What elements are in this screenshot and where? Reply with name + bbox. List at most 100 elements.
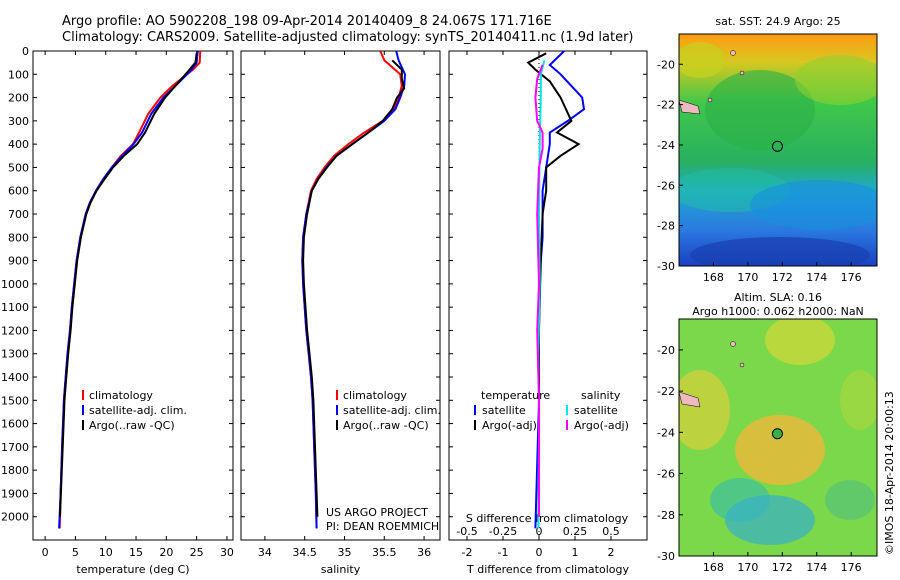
legend-label: Argo(..raw -QC) [89, 419, 175, 432]
sla-axis-ticks: 168 170 172 174 176 -20 -22 -24 -26 -28 -30 [657, 344, 862, 574]
y-tick-label: 400 [8, 138, 29, 151]
argo-location-marker-sla [771, 428, 783, 440]
sla-frame [678, 318, 878, 557]
legend-title: salinity [581, 389, 621, 402]
y-tick-label: -28 [657, 220, 675, 233]
x-tick-label: 5 [72, 546, 79, 559]
x-tick-label: 174 [806, 271, 827, 284]
legend-label: Argo(-adj) [482, 419, 537, 432]
plot-frame [32, 50, 234, 541]
y-tick-label: 1200 [1, 324, 29, 337]
legend-label: satellite [574, 404, 618, 417]
y-tick-label: 2000 [1, 511, 29, 524]
y-tick-label: -26 [657, 179, 675, 192]
x-tick-label: -2 [462, 546, 473, 559]
y-tick-label: 500 [8, 161, 29, 174]
sst-map: 168 170 172 174 176 -20 -22 -24 -26 -28 -30 sat. S… [657, 15, 878, 284]
y-tick-label: 1700 [1, 441, 29, 454]
x-tick-label: 168 [703, 561, 724, 574]
y-tick-label: 1000 [1, 278, 29, 291]
x-tick-label: 34 [258, 546, 272, 559]
x-tick-label: 35 [337, 546, 351, 559]
y-tick-label: 1800 [1, 464, 29, 477]
x-tick-label: 172 [772, 271, 793, 284]
chart-title-line1: Argo profile: AO 5902208_198 09-Apr-2014… [62, 14, 552, 29]
x-tick-label: 30 [220, 546, 234, 559]
y-tick-label: 700 [8, 208, 29, 221]
x-tick-label: 35.5 [372, 546, 397, 559]
x-tick-label: 170 [737, 561, 758, 574]
x-tick-label: 36 [417, 546, 431, 559]
y-tick-label: -22 [657, 385, 675, 398]
x-tick-label: 25 [190, 546, 204, 559]
x-tick-label: 0 [42, 546, 49, 559]
island-shape [679, 99, 701, 115]
pi-label: PI: DEAN ROEMMICH [326, 520, 439, 533]
x-tick-label: 176 [841, 271, 862, 284]
legend-title: temperature [481, 389, 550, 402]
y-tick-label: 1100 [1, 301, 29, 314]
sla-map-subtitle: Argo h1000: 0.062 h2000: NaN [692, 305, 864, 318]
y-tick-label: 900 [8, 255, 29, 268]
y-tick-label: -20 [657, 58, 675, 71]
imos-credit: ©IMOS 18-Apr-2014 20:00:13 [883, 391, 896, 555]
series-line [534, 64, 544, 517]
y-tick-label: -20 [657, 344, 675, 357]
y-tick-label: 300 [8, 115, 29, 128]
y-tick-label: -22 [657, 99, 675, 112]
y-tick-label: -26 [657, 468, 675, 481]
y-tick-label: 100 [8, 68, 29, 81]
y-tick-label: 1300 [1, 348, 29, 361]
sla-map-title: Altim. SLA: 0.16 [734, 291, 822, 304]
legend-label: climatology [89, 389, 153, 402]
sst-map-title: sat. SST: 24.9 Argo: 25 [715, 15, 840, 28]
legend-label: satellite-adj. clim. [343, 404, 441, 417]
temperature-panel: 0 5 10 15 20 25 300100200300400500600700800900… [1, 45, 234, 576]
top-tick-label: 0.25 [563, 525, 588, 538]
legend-label: Argo(-adj) [574, 419, 629, 432]
x-tick-label: 174 [806, 561, 827, 574]
plot-frame [240, 50, 441, 541]
top-tick-label: 0.5 [602, 525, 620, 538]
x-tick-label: 34.5 [292, 546, 317, 559]
salinity-panel: 34 34.5 35 35.5 36 salinity climatology satelli… [240, 50, 441, 576]
sst-frame [678, 33, 878, 267]
x-tick-label: 172 [772, 561, 793, 574]
project-label: US ARGO PROJECT [326, 506, 428, 519]
legend-label: climatology [343, 389, 407, 402]
x-axis-label: T difference from climatology [466, 563, 629, 576]
y-tick-label: -28 [657, 509, 675, 522]
argo-location-marker-sst [771, 140, 783, 152]
sst-axis-ticks: 168 170 172 174 176 -20 -22 -24 -26 -28 -30 [657, 58, 862, 284]
x-tick-label: 0 [536, 546, 543, 559]
x-tick-label: -1 [498, 546, 509, 559]
y-tick-label: 1600 [1, 418, 29, 431]
y-tick-label: 800 [8, 231, 29, 244]
x-tick-label: 168 [703, 271, 724, 284]
x-axis-label-top: S difference from climatology [466, 512, 629, 525]
difference-panel: -2 -1 0 1 2 T difference from climatology -0.5… [448, 50, 648, 576]
y-tick-label: 1500 [1, 394, 29, 407]
y-tick-label: -24 [657, 139, 675, 152]
x-axis-label: salinity [321, 563, 361, 576]
legend-label: satellite [482, 404, 526, 417]
y-tick-label: 0 [22, 45, 29, 58]
x-tick-label: 15 [129, 546, 143, 559]
top-tick-label: -0.25 [489, 525, 517, 538]
top-tick-label: 0 [536, 525, 543, 538]
y-tick-label: 600 [8, 185, 29, 198]
x-tick-label: 170 [737, 271, 758, 284]
x-tick-label: 20 [159, 546, 173, 559]
y-tick-label: -24 [657, 426, 675, 439]
plot-frame [448, 50, 648, 541]
legend-label: satellite-adj. clim. [89, 404, 187, 417]
x-axis-label: temperature (deg C) [76, 563, 189, 576]
series-line [302, 59, 406, 517]
x-tick-label: 176 [841, 561, 862, 574]
x-tick-label: 1 [572, 546, 579, 559]
x-tick-label: 2 [608, 546, 615, 559]
x-tick-label: 10 [99, 546, 113, 559]
y-tick-label: -30 [657, 260, 675, 273]
y-tick-label: 1400 [1, 371, 29, 384]
